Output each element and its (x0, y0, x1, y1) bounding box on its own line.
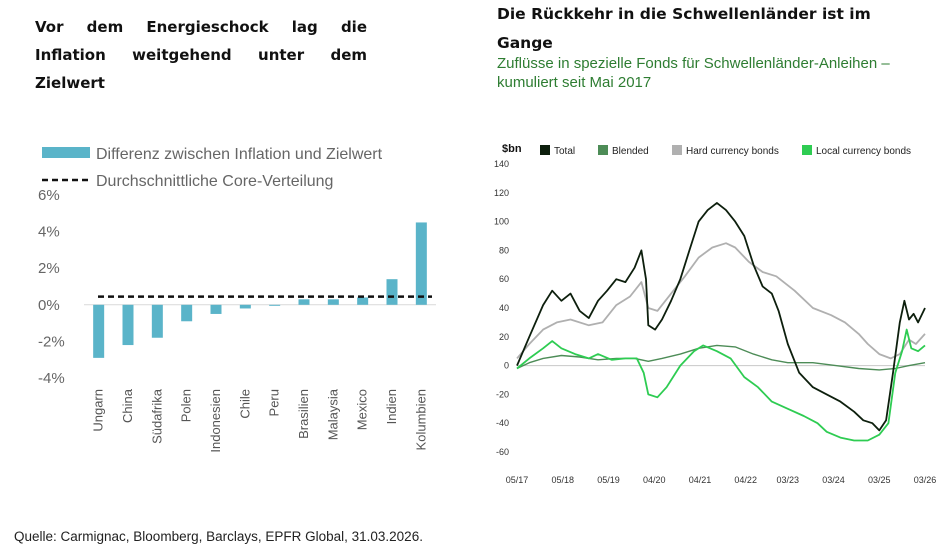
legend-swatch (672, 145, 682, 155)
legend-swatch (598, 145, 608, 155)
series-line (516, 202, 926, 432)
y-tick-label: 100 (494, 217, 509, 227)
x-tick-label: 04/20 (643, 475, 666, 485)
y-tick-label: -40 (496, 418, 509, 428)
y-tick-label: 6% (38, 187, 60, 204)
left-chart-title: Vor dem Energieschock lag die Inflation … (35, 18, 367, 92)
bar (181, 304, 193, 322)
y-unit-label: $bn (502, 143, 522, 155)
right-chart-title: Die Rückkehr in die Schwellenländer ist … (497, 5, 871, 52)
bar (239, 304, 251, 309)
x-tick-label: 04/21 (689, 475, 712, 485)
y-tick-label: 2% (38, 260, 60, 277)
bar (210, 304, 222, 314)
category-label: China (120, 388, 135, 423)
legend-label-core: Durchschnittliche Core-Verteilung (96, 173, 333, 190)
y-tick-label: 4% (38, 224, 60, 241)
legend-label: Total (554, 146, 575, 157)
y-tick-label: 0 (504, 361, 509, 371)
category-label: Südafrika (149, 388, 164, 444)
y-tick-label: 40 (499, 303, 509, 313)
y-tick-label: 60 (499, 274, 509, 284)
legend-label: Hard currency bonds (686, 146, 779, 157)
x-tick-label: 03/24 (822, 475, 845, 485)
bar (93, 304, 105, 358)
y-tick-label: 20 (499, 332, 509, 342)
y-tick-label: 80 (499, 245, 509, 255)
x-tick-label: 03/26 (914, 475, 937, 485)
legend-label: Local currency bonds (816, 146, 911, 157)
bar (415, 222, 427, 305)
bar (386, 279, 398, 305)
bar (298, 299, 310, 305)
y-tick-label: -4% (38, 370, 65, 387)
bar (122, 304, 134, 346)
series-line (516, 328, 926, 442)
x-tick-label: 03/25 (868, 475, 891, 485)
x-tick-label: 05/18 (551, 475, 574, 485)
bar (151, 304, 163, 338)
bar (327, 299, 339, 305)
x-tick-label: 05/17 (506, 475, 529, 485)
category-label: Chile (237, 389, 252, 419)
y-tick-label: -2% (38, 333, 65, 350)
legend-label-differenz: Differenz zwischen Inflation und Zielwer… (96, 146, 383, 163)
category-label: Ungarn (91, 389, 106, 432)
y-tick-label: -60 (496, 447, 509, 457)
bar (269, 304, 281, 306)
y-tick-label: -20 (496, 389, 509, 399)
legend-swatch-differenz (42, 147, 90, 158)
category-label: Polen (179, 389, 194, 422)
category-label: Malaysia (325, 388, 340, 440)
legend-swatch (540, 145, 550, 155)
x-tick-label: 03/23 (777, 475, 800, 485)
y-tick-label: 0% (38, 297, 60, 314)
category-label: Indonesien (208, 389, 223, 453)
series-line (516, 242, 926, 360)
category-label: Indien (384, 389, 399, 424)
category-label: Mexico (355, 389, 370, 430)
legend-swatch (802, 145, 812, 155)
category-label: Peru (267, 389, 282, 416)
x-tick-label: 04/22 (734, 475, 757, 485)
bar (357, 297, 369, 305)
legend-label: Blended (612, 146, 649, 157)
series-line (516, 344, 926, 371)
source-note: Quelle: Carmignac, Bloomberg, Barclays, … (14, 529, 423, 544)
category-label: Brasilien (296, 389, 311, 439)
y-tick-label: 140 (494, 159, 509, 169)
y-tick-label: 120 (494, 188, 509, 198)
x-tick-label: 05/19 (597, 475, 620, 485)
right-chart-subtitle: Zuflüsse in spezielle Fonds für Schwelle… (497, 55, 890, 91)
category-label: Kolumbien (413, 389, 428, 450)
